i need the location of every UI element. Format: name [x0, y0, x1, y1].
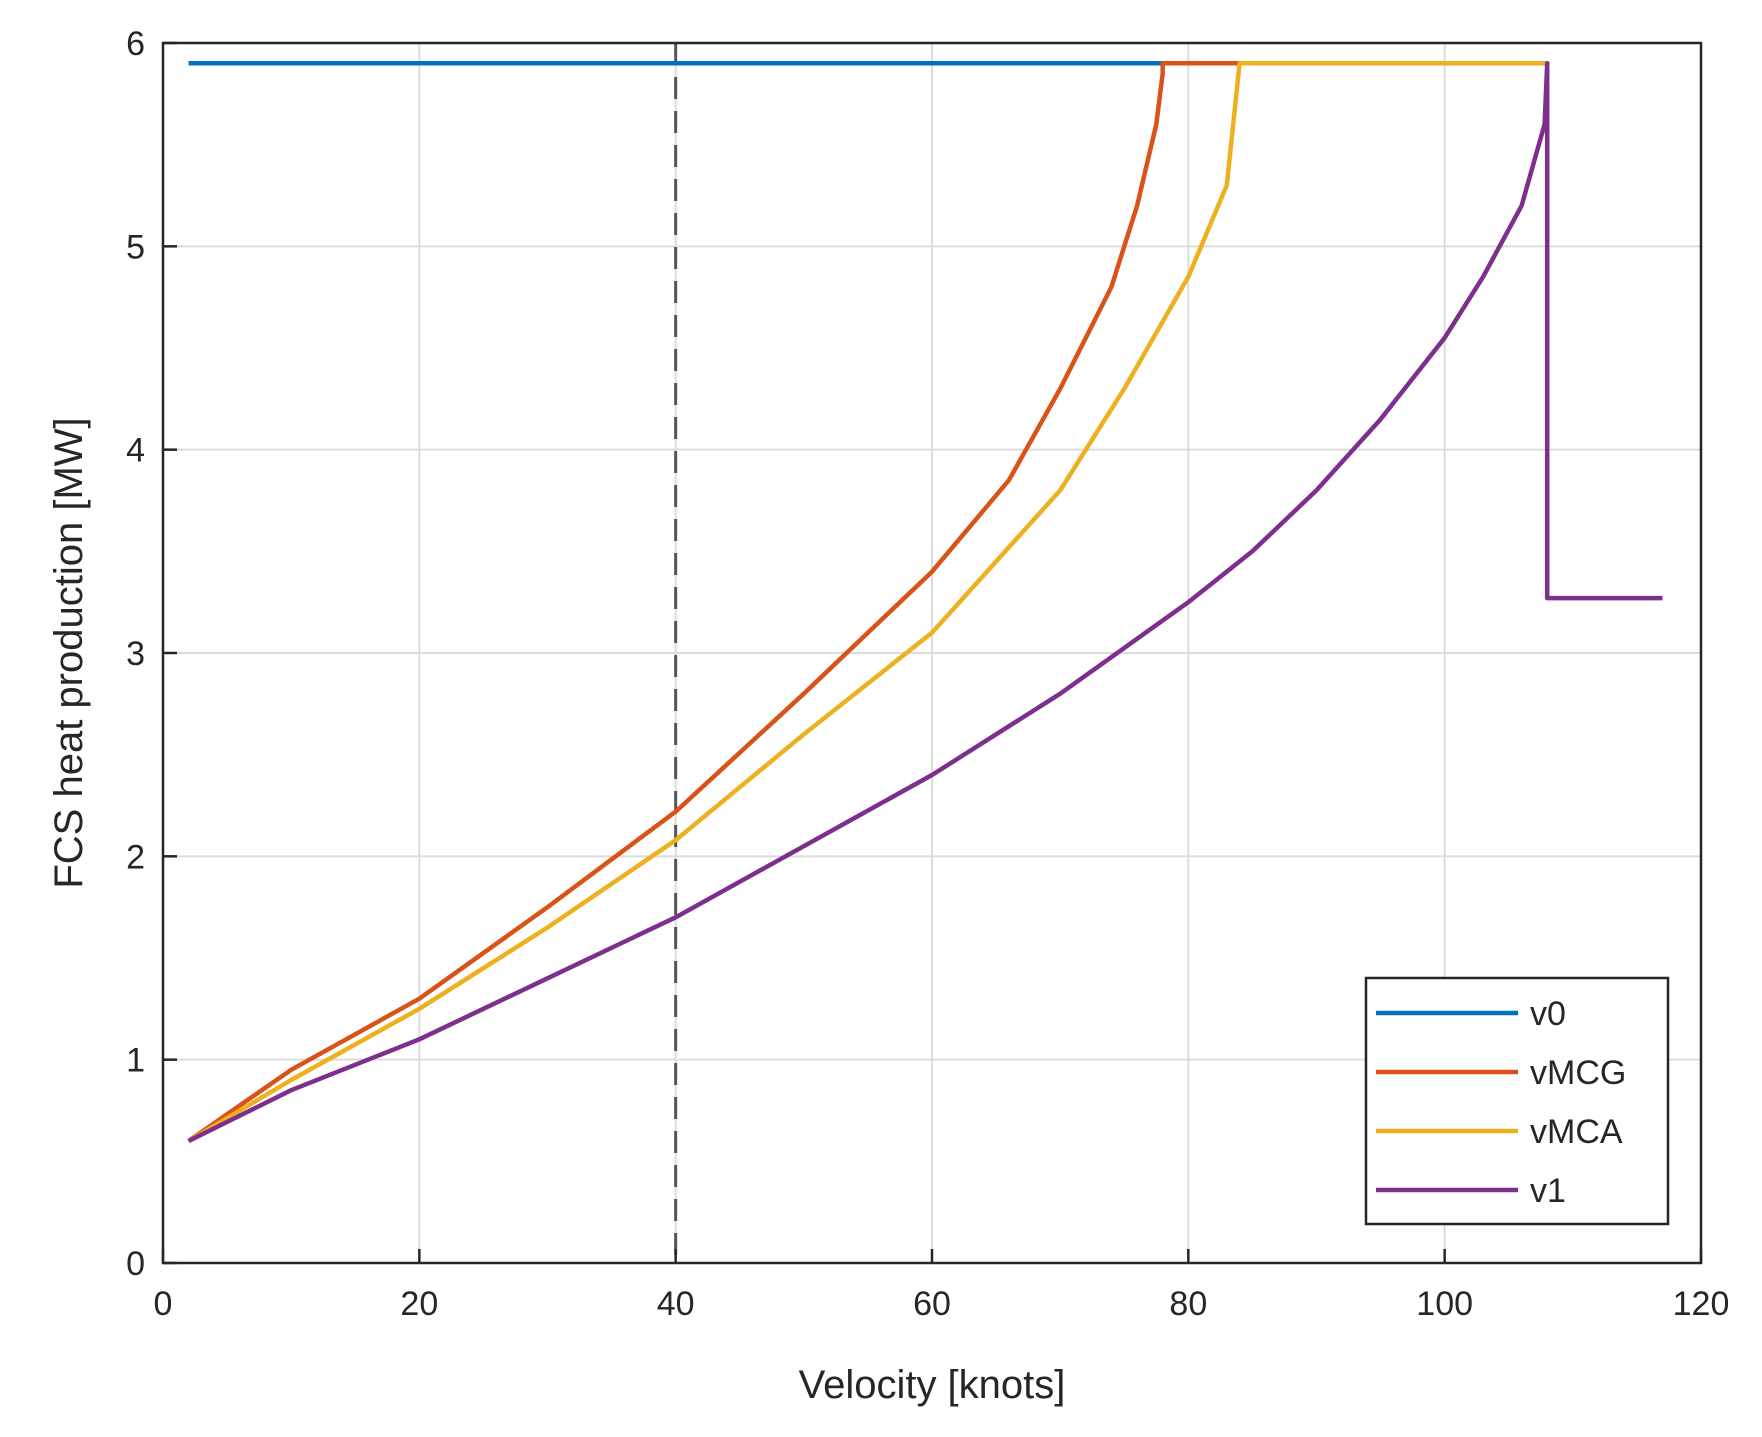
- ticks: 0 20 40 60 80 100 120 0 1 2 3 4 5 6: [126, 25, 1729, 1323]
- x-axis-label: Velocity [knots]: [799, 1363, 1066, 1407]
- legend-label-vMCG: vMCG: [1530, 1054, 1626, 1092]
- y-tick-label: 1: [126, 1042, 145, 1080]
- x-tick-label: 40: [657, 1285, 695, 1323]
- legend-box: [1364, 976, 1670, 1226]
- legend-label-vMCA: vMCA: [1530, 1113, 1623, 1151]
- x-tick-label: 20: [400, 1285, 438, 1323]
- y-tick-label: 4: [126, 432, 145, 470]
- series-line-v1: [187, 61, 1663, 1144]
- y-tick-label: 0: [126, 1245, 145, 1283]
- series-group: [187, 61, 1663, 1144]
- x-tick-label: 0: [154, 1285, 173, 1323]
- legend: v0 vMCG vMCA v1: [1364, 976, 1670, 1226]
- x-tick-label: 120: [1673, 1285, 1730, 1323]
- y-axis-label: FCS heat production [MW]: [47, 417, 91, 888]
- x-tick-label: 100: [1416, 1285, 1473, 1323]
- x-tick-label: 60: [913, 1285, 951, 1323]
- axis-labels: Velocity [knots] FCS heat production [MW…: [47, 417, 1065, 1407]
- y-tick-label: 5: [126, 228, 145, 266]
- x-tick-label: 80: [1169, 1285, 1207, 1323]
- y-tick-label: 2: [126, 838, 145, 876]
- y-tick-label: 3: [126, 635, 145, 673]
- y-tick-label: 6: [126, 25, 145, 63]
- legend-label-v0: v0: [1530, 995, 1566, 1033]
- grid: [163, 43, 1701, 1263]
- series-line-vMCA: [187, 61, 1548, 1143]
- series-line-vMCG: [187, 61, 1240, 1143]
- legend-label-v1: v1: [1530, 1172, 1566, 1210]
